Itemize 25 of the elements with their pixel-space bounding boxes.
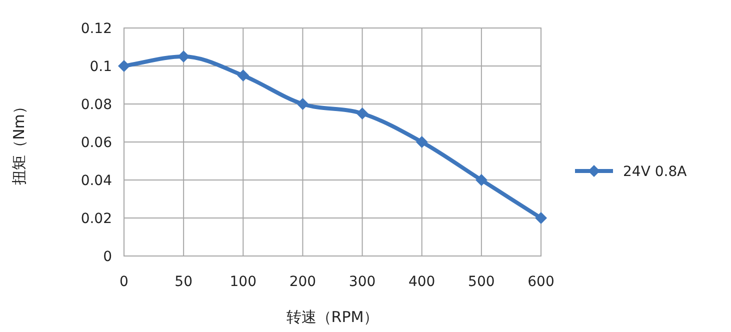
y-tick-label: 0.02 [80, 211, 112, 227]
legend-label: 24V 0.8A [623, 164, 688, 180]
x-tick-label: 0 [120, 274, 128, 290]
x-tick-label: 600 [528, 274, 554, 290]
y-tick-label: 0 [103, 249, 112, 265]
x-axis-title: 转速（RPM） [286, 308, 379, 326]
point [416, 136, 428, 148]
y-tick-label: 0.06 [80, 135, 112, 151]
x-tick-label: 500 [468, 274, 495, 290]
y-tick-label: 0.08 [80, 97, 112, 113]
x-tick-label: 300 [348, 274, 376, 290]
y-axis-title: 扭矩（Nm） [10, 99, 28, 185]
y-tick-label: 0.1 [90, 59, 112, 75]
y-tick-label: 0.04 [80, 173, 112, 189]
point [356, 108, 368, 120]
x-tick-label: 400 [408, 274, 436, 290]
x-tick-label: 200 [289, 274, 316, 290]
point [237, 70, 250, 82]
point [535, 212, 547, 224]
x-tick-label: 100 [230, 274, 257, 290]
y-tick-label: 0.12 [80, 21, 112, 37]
x-tick-label: 50 [174, 274, 192, 290]
point [296, 98, 309, 110]
point [475, 174, 488, 186]
point [118, 60, 130, 72]
